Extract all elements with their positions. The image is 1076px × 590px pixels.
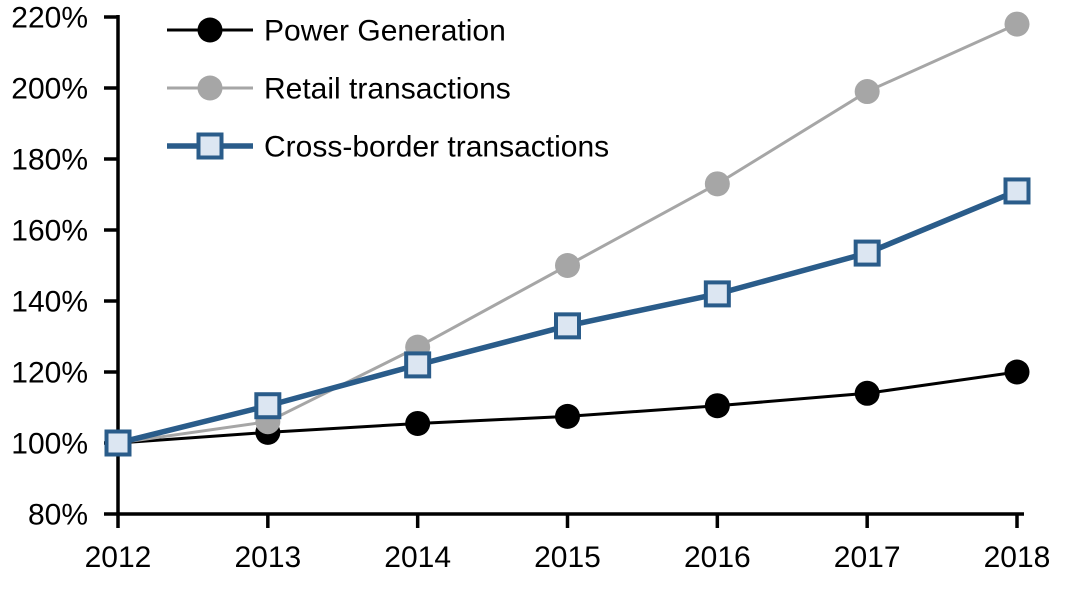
square-marker — [554, 312, 581, 340]
square-marker — [703, 280, 731, 308]
circle-marker — [555, 253, 580, 278]
legend-label: Power Generation — [264, 15, 506, 48]
legend-item-retail-transactions: Retail transactions — [167, 73, 511, 106]
x-axis-tick-label: 2015 — [534, 541, 601, 574]
legend-item-power-generation: Power Generation — [167, 15, 506, 48]
x-axis-tick-label: 2013 — [234, 541, 301, 574]
square-marker — [104, 429, 132, 457]
circle-marker — [704, 393, 730, 419]
square-marker — [853, 239, 881, 267]
circle-marker — [197, 17, 223, 43]
circle-marker — [704, 171, 730, 197]
x-axis-tick-label: 2018 — [984, 541, 1051, 574]
axis-labels: 80% 100% 120% 140% 160% 180% 200% 220% 2012 2013 2… — [11, 2, 1050, 575]
x-axis-tick-label: 2016 — [684, 541, 751, 574]
series-cross-border-transactions — [104, 177, 1031, 457]
legend-item-cross-border-transactions: Cross-border transactions — [167, 131, 609, 164]
y-axis-tick-label: 80% — [28, 499, 88, 532]
circle-marker — [197, 75, 223, 101]
circle-marker — [854, 380, 880, 406]
square-marker — [254, 392, 282, 420]
y-axis-tick-label: 120% — [11, 357, 88, 390]
circle-marker — [555, 403, 580, 429]
square-marker — [404, 351, 432, 379]
y-axis-tick-label: 160% — [11, 215, 88, 248]
legend: Power Generation Retail transactions Cross… — [167, 15, 609, 164]
x-axis-tick-label: 2012 — [85, 541, 152, 574]
circle-marker — [854, 79, 880, 105]
circle-marker — [1004, 11, 1030, 37]
x-axis-tick-label: 2014 — [384, 541, 451, 574]
square-marker — [196, 132, 224, 160]
y-axis-tick-label: 200% — [11, 73, 88, 106]
y-axis-tick-label: 100% — [11, 428, 88, 461]
square-marker — [1003, 177, 1031, 205]
y-axis-tick-label: 220% — [11, 2, 88, 35]
y-axis-tick-label: 180% — [11, 144, 88, 177]
y-axis-tick-label: 140% — [11, 286, 88, 319]
legend-label: Cross-border transactions — [264, 131, 609, 164]
circle-marker — [405, 410, 431, 436]
circle-marker — [1004, 359, 1030, 385]
legend-label: Retail transactions — [264, 73, 511, 106]
x-axis-tick-label: 2017 — [834, 541, 901, 574]
